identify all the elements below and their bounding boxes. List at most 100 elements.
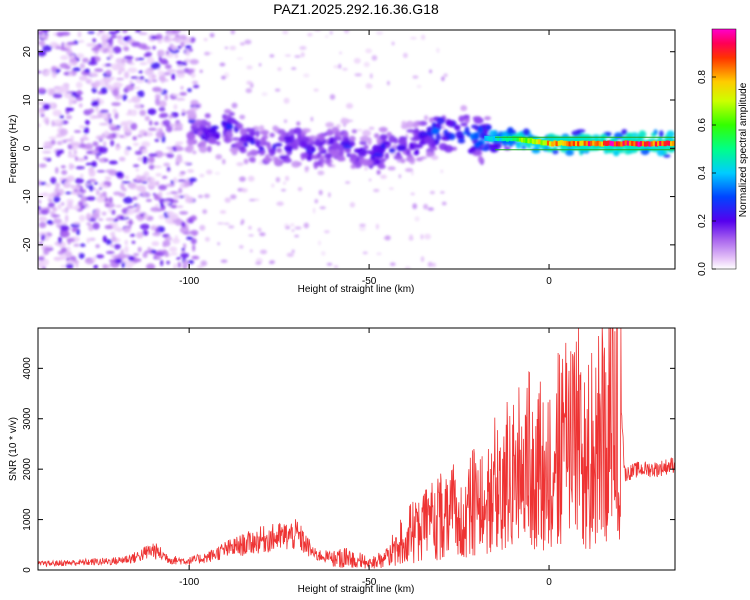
noise-blob	[185, 44, 192, 49]
ridge-blob	[414, 128, 420, 135]
noise-blob	[73, 150, 78, 155]
noise-blob	[149, 177, 156, 183]
noise-blob	[177, 45, 182, 49]
ridge-blob	[232, 137, 240, 141]
noise-blob	[106, 50, 115, 54]
noise-blob	[176, 205, 184, 209]
noise-blob	[376, 31, 383, 35]
ridge-blob	[435, 133, 441, 141]
noise-blob	[193, 84, 200, 89]
noise-blob	[112, 108, 118, 115]
spectrogram-y-axis: -20 -10 0 10 20	[22, 46, 675, 252]
ridge-blob	[362, 129, 371, 137]
noise-blob	[156, 131, 160, 139]
ridge-segment	[648, 141, 652, 147]
noise-blob	[166, 166, 171, 172]
noise-blob	[68, 99, 72, 107]
ridge-blob	[337, 157, 346, 162]
ridge-blob	[484, 116, 491, 121]
noise-blob	[291, 249, 295, 254]
ridge-blob	[663, 154, 671, 158]
ridge-blob	[276, 147, 283, 153]
colorbar-ticks: 0.0 0.2 0.4 0.6 0.8	[697, 70, 716, 276]
noise-blob	[95, 244, 100, 249]
noise-blob	[38, 101, 46, 105]
noise-blob	[397, 160, 401, 163]
noise-blob	[92, 141, 99, 147]
spectrogram-ridge	[484, 135, 675, 151]
ridge-blob	[348, 135, 356, 142]
ridge-segment	[518, 136, 522, 142]
ridge-segment	[670, 141, 674, 147]
noise-blob	[294, 226, 302, 230]
noise-blob	[91, 47, 100, 52]
noise-blob	[137, 193, 141, 199]
ridge-segment	[572, 141, 576, 147]
noise-blob	[52, 93, 63, 99]
noise-blob	[64, 251, 73, 258]
ridge-segment	[628, 140, 633, 146]
noise-blob	[143, 171, 150, 178]
noise-blob	[94, 68, 104, 73]
noise-blob	[180, 252, 190, 259]
noise-blob	[135, 168, 139, 172]
noise-blob	[283, 181, 286, 185]
noise-blob	[124, 239, 128, 246]
noise-blob	[110, 243, 114, 248]
noise-blob	[136, 203, 141, 211]
noise-blob	[282, 30, 289, 35]
noise-blob	[149, 249, 157, 254]
snr-frame	[37, 327, 676, 571]
noise-blob	[46, 235, 51, 240]
noise-blob	[145, 199, 152, 202]
ridge-blob	[393, 137, 398, 144]
ridge-blob	[260, 150, 265, 156]
noise-blob	[424, 233, 431, 240]
noise-blob	[365, 48, 372, 54]
noise-blob	[171, 238, 181, 244]
noise-blob	[117, 94, 124, 99]
noise-blob	[310, 116, 314, 122]
noise-blob	[96, 31, 101, 37]
ridge-segment	[577, 141, 581, 147]
noise-blob	[102, 235, 107, 243]
noise-blob	[101, 40, 108, 48]
noise-blob	[58, 149, 64, 154]
noise-blob	[441, 76, 445, 82]
noise-blob	[55, 182, 61, 188]
ridge-segment	[633, 141, 637, 147]
ridge-segment	[499, 136, 503, 142]
noise-blob	[176, 154, 182, 159]
ridge-blob	[389, 147, 396, 154]
noise-blob	[53, 195, 61, 203]
noise-blob	[375, 223, 379, 230]
noise-blob	[44, 71, 50, 76]
noise-blob	[79, 243, 86, 247]
ridge-blob	[259, 125, 265, 132]
noise-blob	[61, 202, 65, 206]
noise-blob	[120, 259, 129, 263]
noise-blob	[173, 263, 177, 269]
noise-blob	[85, 162, 93, 166]
noise-blob	[105, 217, 116, 222]
ridge-blob	[630, 132, 639, 138]
ridge-blob	[455, 130, 464, 138]
ridge-blob	[272, 125, 279, 132]
y-tick-label: -10	[22, 189, 33, 204]
ridge-blob	[656, 148, 665, 157]
noise-blob	[356, 128, 363, 132]
ridge-blob	[248, 156, 256, 163]
snr-ylabel: SNR (10 * v/v)	[8, 417, 19, 481]
noise-blob	[68, 163, 73, 170]
x-tick-label: -50	[362, 276, 377, 287]
noise-blob	[166, 50, 170, 55]
noise-blob	[125, 175, 129, 180]
ridge-blob	[379, 134, 388, 140]
ridge-blob	[653, 129, 658, 135]
noise-blob	[124, 148, 130, 156]
noise-blob	[123, 227, 131, 234]
noise-blob	[170, 252, 179, 256]
noise-blob	[297, 187, 303, 192]
ridge-segment	[637, 141, 641, 147]
ridge-blob	[330, 149, 339, 156]
